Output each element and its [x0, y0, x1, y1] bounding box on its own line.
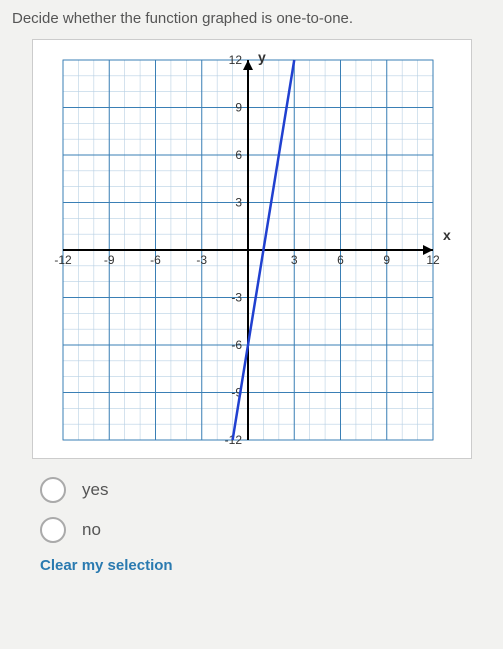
- clear-selection-link[interactable]: Clear my selection: [40, 557, 491, 574]
- svg-text:-6: -6: [150, 253, 161, 267]
- svg-text:-3: -3: [231, 291, 242, 305]
- svg-text:6: 6: [337, 253, 344, 267]
- svg-text:6: 6: [235, 148, 242, 162]
- svg-text:3: 3: [290, 253, 297, 267]
- svg-text:12: 12: [426, 253, 440, 267]
- option-label: yes: [82, 480, 108, 500]
- question-text: Decide whether the function graphed is o…: [12, 10, 491, 27]
- radio-icon: [40, 517, 66, 543]
- option-no[interactable]: no: [40, 517, 491, 543]
- option-label: no: [82, 520, 101, 540]
- svg-text:9: 9: [235, 101, 242, 115]
- answer-options: yes no: [40, 477, 491, 543]
- svg-text:-9: -9: [103, 253, 114, 267]
- svg-text:-3: -3: [196, 253, 207, 267]
- svg-text:9: 9: [383, 253, 390, 267]
- svg-text:-12: -12: [54, 253, 72, 267]
- svg-text:x: x: [443, 227, 451, 243]
- svg-text:3: 3: [235, 196, 242, 210]
- svg-text:-6: -6: [231, 338, 242, 352]
- graph-container: -12-9-6-336912-12-9-6-336912yx: [32, 39, 472, 459]
- svg-text:y: y: [258, 49, 266, 65]
- svg-text:12: 12: [228, 53, 242, 67]
- radio-icon: [40, 477, 66, 503]
- option-yes[interactable]: yes: [40, 477, 491, 503]
- function-graph: -12-9-6-336912-12-9-6-336912yx: [32, 39, 472, 459]
